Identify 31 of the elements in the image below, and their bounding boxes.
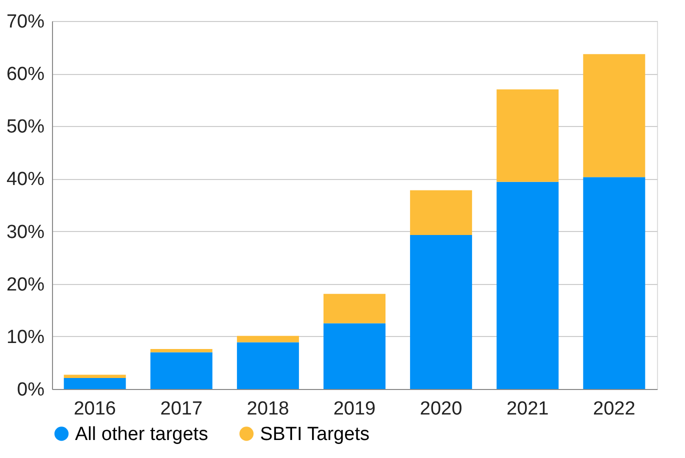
bar [496,89,559,182]
y-tick-label: 70% [6,12,45,32]
x-tick-label: 2019 [333,398,376,420]
x-tick-label: 2020 [420,398,462,420]
y-tick-label: 50% [6,116,45,138]
x-tick-label: 2017 [160,398,203,420]
bar [583,54,646,178]
legend-label: All other targets [75,424,208,445]
bar [324,323,386,389]
bar [150,349,212,352]
bar [236,342,299,389]
bar [64,374,126,378]
bar [150,352,212,389]
y-tick-label: 0% [17,380,45,400]
bar [410,190,472,235]
bar [583,177,646,389]
bar [410,234,472,389]
y-tick-label: 20% [6,274,45,296]
y-tick-label: 10% [6,326,45,348]
legend-label: SBTI Targets [260,424,370,445]
x-tick-label: 2016 [74,398,116,420]
x-tick-label: 2021 [506,398,549,420]
y-tick-label: 30% [6,222,45,243]
y-tick-label: 60% [6,64,45,86]
bar [496,182,559,389]
y-tick-label: 40% [6,169,45,190]
x-tick-label: 2018 [246,398,290,420]
bar [64,378,126,389]
x-tick-label: 2022 [593,398,636,420]
bar [236,336,299,342]
bar [324,294,386,324]
